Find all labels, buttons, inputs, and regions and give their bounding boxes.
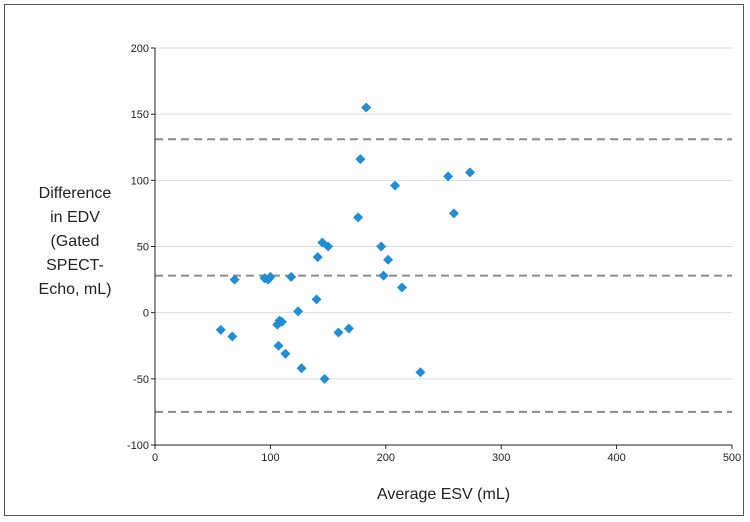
data-point (343, 323, 354, 334)
data-point (323, 241, 334, 252)
data-point (415, 367, 426, 378)
data-point (376, 241, 387, 252)
data-point (396, 282, 407, 293)
data-point (296, 363, 307, 374)
data-point (312, 252, 323, 263)
data-point (319, 373, 330, 384)
data-point (227, 331, 238, 342)
data-point (443, 171, 454, 182)
x-tick-label: 400 (607, 452, 625, 464)
y-tick-label: 50 (137, 242, 149, 254)
chart-frame (4, 4, 744, 516)
y-axis-title-line: SPECT- (46, 257, 104, 274)
grid-layer (155, 47, 732, 380)
data-point (273, 340, 284, 351)
y-tick-label: -50 (133, 374, 149, 386)
data-point (286, 271, 297, 282)
reference-lines (155, 138, 732, 413)
y-axis-title-line: in EDV (50, 209, 100, 226)
data-point (361, 102, 372, 113)
data-point (229, 274, 240, 285)
data-point (465, 167, 476, 178)
data-point (355, 154, 366, 165)
x-tick-label: 100 (261, 452, 279, 464)
x-tick-label: 500 (723, 452, 741, 464)
data-point (265, 271, 276, 282)
data-point (353, 212, 364, 223)
data-points (215, 102, 476, 384)
data-point (378, 270, 389, 281)
y-axis-title: Difference in EDV (Gated SPECT- Echo, mL) (39, 185, 112, 298)
y-tick-label: 0 (143, 308, 149, 320)
data-point (215, 324, 226, 335)
data-point (383, 254, 394, 265)
data-point (390, 180, 401, 191)
tick-labels: -100 -50 0 50 100 150 200 0 100 200 300 400 500 (127, 43, 741, 464)
y-axis-title-line: Difference (39, 185, 112, 202)
y-tick-label: 200 (131, 43, 149, 55)
x-axis-title: Average ESV (mL) (377, 486, 510, 503)
x-tick-label: 200 (377, 452, 395, 464)
data-point (293, 306, 304, 317)
y-axis-title-line: (Gated (51, 233, 100, 250)
y-tick-label: -100 (127, 440, 149, 452)
y-axis-title-line: Echo, mL) (39, 281, 112, 298)
y-tick-label: 150 (131, 109, 149, 121)
data-point (276, 316, 287, 327)
x-tick-label: 300 (492, 452, 510, 464)
data-point (333, 327, 344, 338)
y-tick-label: 100 (131, 175, 149, 187)
data-point (280, 348, 291, 359)
data-point (448, 208, 459, 219)
x-tick-label: 0 (152, 452, 158, 464)
data-point (311, 294, 322, 305)
